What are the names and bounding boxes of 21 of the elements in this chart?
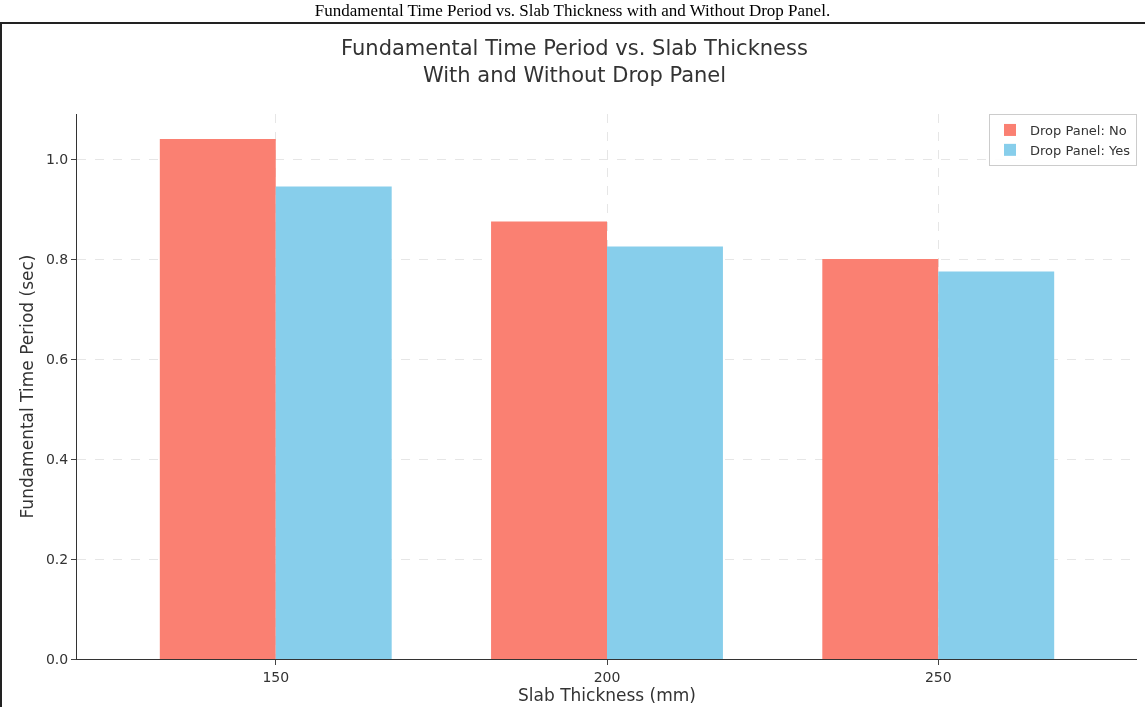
y-tick-label: 0.2 [45,550,69,567]
legend-label: Drop Panel: Yes [1030,142,1131,158]
y-tick-label: 1.0 [45,150,69,167]
bar [607,246,723,659]
bar [159,139,276,659]
bar [275,186,392,659]
y-tick-label: 0.8 [45,250,69,267]
x-axis-title: Slab Thickness (mm) [518,684,696,705]
legend-label: Drop Panel: No [1030,123,1127,139]
y-tick-label: 0.4 [45,450,69,467]
x-tick-label: 150 [262,668,290,685]
y-tick-label: 0.6 [45,350,69,367]
y-tick-label: 0.0 [45,650,69,667]
x-tick-label: 200 [593,668,621,685]
bar [938,271,1055,659]
x-tick-label: 250 [924,668,952,685]
bar [491,221,607,659]
chart-title: Fundamental Time Period vs. Slab Thickness With and Without Drop Panel [341,35,808,88]
y-axis-title: Fundamental Time Period (sec) [17,254,37,519]
text: Fundamental Time Period vs. Slab Thickness with and Without Drop Panel. [313,0,832,22]
bar [822,259,939,659]
